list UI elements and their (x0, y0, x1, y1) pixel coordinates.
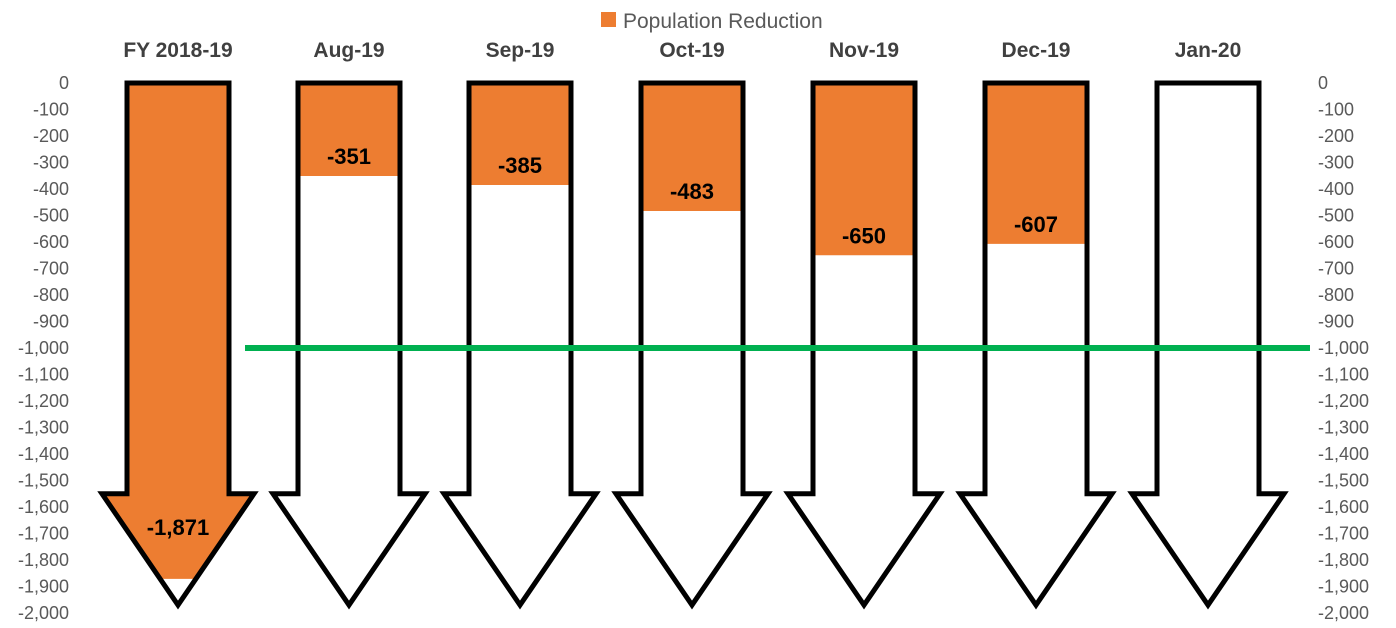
left-axis-tick-label: 0 (59, 73, 69, 93)
left-axis-tick-label: -600 (33, 232, 69, 252)
left-axis-tick-label: -900 (33, 312, 69, 332)
category-label: FY 2018-19 (123, 39, 232, 62)
left-axis-tick-label: -300 (33, 153, 69, 173)
right-axis-tick-label: -1,200 (1318, 391, 1369, 411)
data-label: -351 (327, 144, 371, 169)
left-axis-tick-label: -1,900 (18, 577, 69, 597)
left-axis-tick-label: -100 (33, 100, 69, 120)
right-axis-tick-label: -1,600 (1318, 497, 1369, 517)
right-axis-tick-label: -900 (1318, 312, 1354, 332)
left-axis-tick-label: -200 (33, 126, 69, 146)
data-label: -385 (498, 153, 542, 178)
right-axis-tick-label: 0 (1318, 73, 1328, 93)
right-axis-tick-label: -1,400 (1318, 444, 1369, 464)
right-axis-tick-label: -1,500 (1318, 471, 1369, 491)
category-label: Sep-19 (486, 39, 555, 62)
left-axis-tick-label: -1,100 (18, 365, 69, 385)
arrow-fill-bar (298, 83, 400, 177)
legend-label: Population Reduction (623, 10, 823, 33)
left-axis-tick-label: -500 (33, 206, 69, 226)
left-axis-tick-label: -1,200 (18, 391, 69, 411)
right-axis-tick-label: -1,800 (1318, 550, 1369, 570)
arrow-fill-bar (985, 83, 1087, 244)
right-axis-tick-label: -1,900 (1318, 577, 1369, 597)
left-axis-tick-label: -2,000 (18, 603, 69, 623)
right-y-axis: 0 -100 -200 -300 -400 -500 -600 -700 -800 -900 -1,… (1318, 73, 1369, 623)
data-label: -607 (1014, 212, 1058, 237)
right-axis-tick-label: -500 (1318, 206, 1354, 226)
right-axis-tick-label: -1,700 (1318, 524, 1369, 544)
category-label: Jan-20 (1175, 39, 1242, 62)
arrow-fill-bar (102, 83, 254, 579)
left-axis-tick-label: -400 (33, 179, 69, 199)
category-label: Nov-19 (829, 39, 899, 62)
category-label: Aug-19 (313, 39, 384, 62)
right-axis-tick-label: -1,300 (1318, 418, 1369, 438)
arrow-fill-bar (813, 83, 915, 256)
right-axis-tick-label: -300 (1318, 153, 1354, 173)
right-axis-tick-label: -1,000 (1318, 338, 1369, 358)
right-axis-tick-label: -2,000 (1318, 603, 1369, 623)
arrow-outline (783, 80, 945, 610)
arrow-fill-bar (641, 83, 743, 211)
arrow-outline (97, 80, 259, 610)
data-label: -650 (842, 223, 886, 248)
legend-swatch (601, 12, 616, 27)
category-label: Dec-19 (1002, 39, 1071, 62)
right-axis-tick-label: -200 (1318, 126, 1354, 146)
left-axis-tick-label: -1,600 (18, 497, 69, 517)
right-axis-tick-label: -400 (1318, 179, 1354, 199)
arrow-outline (1127, 80, 1289, 610)
data-label: -1,871 (147, 515, 209, 540)
left-axis-tick-label: -700 (33, 259, 69, 279)
right-axis-tick-label: -700 (1318, 259, 1354, 279)
left-y-axis: 0 -100 -200 -300 -400 -500 -600 -700 -800 -900 -1,… (18, 73, 69, 623)
left-axis-tick-label: -1,400 (18, 444, 69, 464)
left-axis-tick-label: -1,300 (18, 418, 69, 438)
arrow-outline (268, 80, 430, 610)
arrow-outline (439, 80, 601, 610)
category-label: Oct-19 (659, 39, 724, 62)
left-axis-tick-label: -800 (33, 285, 69, 305)
arrow-bars (97, 80, 1289, 610)
category-labels: FY 2018-19 Aug-19 Sep-19 Oct-19 Nov-19 Dec-19… (123, 39, 1241, 62)
data-label: -483 (670, 179, 714, 204)
arrow-fill-bar (469, 83, 571, 186)
legend: Population Reduction (601, 10, 823, 33)
left-axis-tick-label: -1,000 (18, 338, 69, 358)
right-axis-tick-label: -800 (1318, 285, 1354, 305)
right-axis-tick-label: -100 (1318, 100, 1354, 120)
arrow-outline (955, 80, 1117, 610)
right-axis-tick-label: -1,100 (1318, 365, 1369, 385)
left-axis-tick-label: -1,800 (18, 550, 69, 570)
arrow-outline (611, 80, 773, 610)
left-axis-tick-label: -1,500 (18, 471, 69, 491)
data-labels: -1,871 -351 -385 -483 -650 -607 (147, 144, 1058, 540)
left-axis-tick-label: -1,700 (18, 524, 69, 544)
right-axis-tick-label: -600 (1318, 232, 1354, 252)
